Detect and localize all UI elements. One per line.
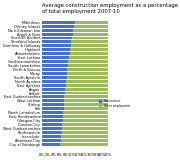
Bar bbox=[73, 33, 108, 36]
Bar bbox=[42, 115, 63, 118]
Bar bbox=[42, 119, 63, 122]
Bar bbox=[64, 103, 108, 106]
Bar bbox=[42, 96, 64, 98]
Bar bbox=[73, 29, 108, 32]
Bar bbox=[42, 127, 62, 130]
Bar bbox=[66, 84, 108, 87]
Bar bbox=[42, 131, 62, 134]
Bar bbox=[64, 107, 108, 110]
Bar bbox=[42, 111, 63, 114]
Bar bbox=[42, 40, 71, 43]
Bar bbox=[42, 107, 64, 110]
Bar bbox=[64, 96, 108, 98]
Bar bbox=[42, 56, 69, 59]
Bar bbox=[42, 103, 64, 106]
Bar bbox=[71, 44, 108, 47]
Bar bbox=[42, 72, 67, 75]
Bar bbox=[68, 60, 108, 63]
Bar bbox=[63, 119, 108, 122]
Bar bbox=[42, 44, 71, 47]
Bar bbox=[42, 88, 65, 91]
Bar bbox=[72, 36, 108, 40]
Bar bbox=[60, 139, 108, 142]
Bar bbox=[42, 21, 75, 24]
Bar bbox=[61, 135, 108, 138]
Bar bbox=[42, 25, 74, 28]
Bar bbox=[68, 64, 108, 67]
Bar bbox=[42, 123, 62, 126]
Bar bbox=[69, 56, 108, 59]
Bar bbox=[67, 72, 108, 75]
Bar bbox=[42, 99, 64, 102]
Bar bbox=[65, 88, 108, 91]
Bar bbox=[67, 76, 108, 79]
Bar bbox=[64, 99, 108, 102]
Text: Average construction employment as a percentage of total employment 2007-10: Average construction employment as a per… bbox=[42, 3, 178, 14]
Bar bbox=[42, 60, 68, 63]
Bar bbox=[74, 25, 108, 28]
Bar bbox=[62, 127, 108, 130]
Bar bbox=[42, 80, 66, 83]
Legend: Construction, Other employment: Construction, Other employment bbox=[99, 99, 130, 108]
Bar bbox=[75, 21, 108, 24]
Bar bbox=[42, 36, 72, 40]
Bar bbox=[42, 92, 65, 95]
Bar bbox=[71, 40, 108, 43]
Bar bbox=[65, 92, 108, 95]
Bar bbox=[63, 115, 108, 118]
Bar bbox=[66, 80, 108, 83]
Bar bbox=[62, 131, 108, 134]
Bar bbox=[42, 33, 73, 36]
Bar bbox=[42, 48, 70, 51]
Bar bbox=[62, 123, 108, 126]
Bar bbox=[42, 68, 68, 71]
Bar bbox=[60, 143, 108, 146]
Bar bbox=[42, 84, 66, 87]
Bar bbox=[42, 52, 69, 55]
Bar bbox=[70, 48, 108, 51]
Bar bbox=[42, 143, 60, 146]
Bar bbox=[68, 68, 108, 71]
Bar bbox=[42, 139, 60, 142]
Bar bbox=[42, 76, 67, 79]
Bar bbox=[63, 111, 108, 114]
Bar bbox=[69, 52, 108, 55]
Bar bbox=[42, 135, 61, 138]
Bar bbox=[42, 29, 73, 32]
Bar bbox=[42, 64, 68, 67]
